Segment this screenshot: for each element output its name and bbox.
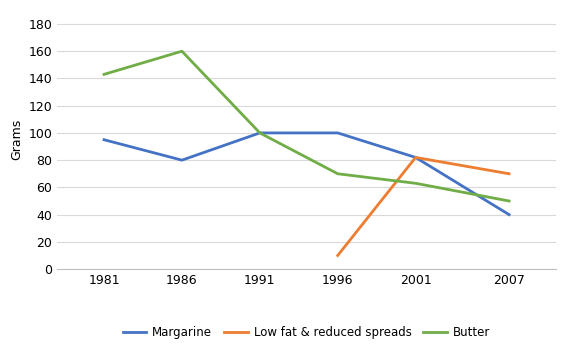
Y-axis label: Grams: Grams xyxy=(10,119,23,160)
Legend: Margarine, Low fat & reduced spreads, Butter: Margarine, Low fat & reduced spreads, Bu… xyxy=(118,322,495,344)
